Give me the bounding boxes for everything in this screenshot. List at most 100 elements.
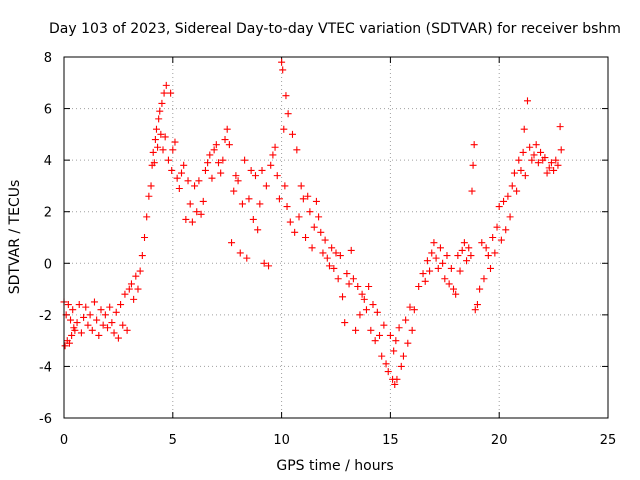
data-point (341, 319, 349, 327)
data-point (197, 210, 205, 218)
data-point (526, 143, 534, 151)
data-point (273, 172, 281, 180)
data-point (117, 301, 125, 309)
data-point (312, 197, 320, 205)
data-point (219, 156, 227, 164)
data-point (125, 285, 133, 293)
data-point (69, 306, 77, 314)
data-point (330, 264, 338, 272)
data-point (155, 115, 163, 123)
data-point (397, 362, 405, 370)
data-point (365, 282, 373, 290)
data-point (369, 301, 377, 309)
data-point (160, 89, 168, 97)
data-point (241, 156, 249, 164)
data-point (506, 213, 514, 221)
data-point (545, 164, 553, 172)
data-point (93, 316, 101, 324)
data-point (339, 293, 347, 301)
data-point (382, 360, 390, 368)
data-point (460, 239, 468, 247)
data-point (145, 192, 153, 200)
y-tick-label: -6 (39, 412, 52, 427)
data-point (390, 347, 398, 355)
data-point (521, 172, 529, 180)
data-point (421, 277, 429, 285)
grid (64, 57, 608, 418)
data-point (173, 174, 181, 182)
data-point (265, 262, 273, 270)
data-point (508, 182, 516, 190)
data-point (484, 252, 492, 260)
data-point (556, 123, 564, 131)
data-point (367, 326, 375, 334)
data-point (456, 267, 464, 275)
data-point (267, 161, 275, 169)
data-point (426, 267, 434, 275)
data-point (154, 143, 162, 151)
data-point (106, 303, 114, 311)
data-point (236, 249, 244, 257)
data-point (275, 195, 283, 203)
data-point (515, 156, 523, 164)
data-point (345, 280, 353, 288)
data-point (336, 252, 344, 260)
data-point (486, 264, 494, 272)
data-point (423, 257, 431, 265)
data-point (468, 187, 476, 195)
data-point (108, 319, 116, 327)
data-point (73, 319, 81, 327)
data-point (360, 295, 368, 303)
y-tick-label: 0 (44, 257, 52, 272)
data-point (77, 329, 85, 337)
data-point (243, 254, 251, 262)
data-point (101, 311, 109, 319)
data-point (61, 342, 69, 350)
data-point (445, 280, 453, 288)
data-point (286, 218, 294, 226)
data-point (284, 110, 292, 118)
data-point (415, 282, 423, 290)
data-point (517, 166, 525, 174)
data-point (458, 246, 466, 254)
data-point (408, 326, 416, 334)
data-point (260, 259, 268, 267)
data-point (127, 280, 135, 288)
data-point (161, 133, 169, 141)
data-point (470, 141, 478, 149)
data-point (291, 228, 299, 236)
data-point (537, 148, 545, 156)
data-point (504, 192, 512, 200)
data-point (168, 166, 176, 174)
data-point (214, 159, 222, 167)
data-point (64, 301, 72, 309)
data-point (123, 326, 131, 334)
data-point (393, 375, 401, 383)
data-point (158, 99, 166, 107)
data-point (315, 213, 323, 221)
y-tick-label: -2 (39, 309, 52, 324)
data-point (178, 169, 186, 177)
data-point (534, 159, 542, 167)
data-point (371, 337, 379, 345)
data-point (491, 249, 499, 257)
data-point (245, 195, 253, 203)
data-point (310, 223, 318, 231)
data-point (104, 324, 112, 332)
data-point (530, 151, 538, 159)
data-point (473, 301, 481, 309)
data-point (184, 177, 192, 185)
data-point (262, 182, 270, 190)
data-point (550, 166, 558, 174)
data-point (279, 66, 287, 74)
data-point (380, 321, 388, 329)
x-tick-label: 25 (600, 433, 617, 448)
data-point (299, 195, 307, 203)
data-point (343, 270, 351, 278)
y-tick-label: -4 (39, 360, 52, 375)
y-axis: -6 -4 -2 0 2 4 6 8 (39, 51, 608, 427)
data-point (439, 259, 447, 267)
data-point (434, 264, 442, 272)
data-point (271, 143, 279, 151)
y-tick-label: 4 (44, 154, 52, 169)
